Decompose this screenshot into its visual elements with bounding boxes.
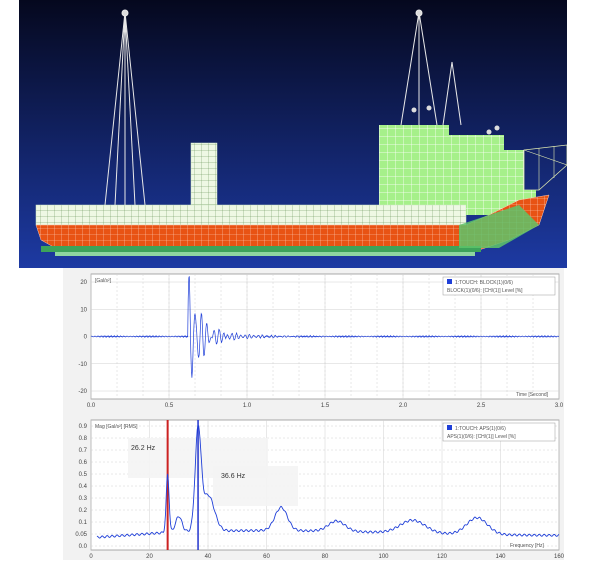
peak-annotation-box-2 [213,466,298,506]
time-xlabel: Time [Second] [516,392,549,398]
freq-ytick-label: 0.2 [79,508,88,514]
freq-legend-sub: APS(1)(0/6): [CH/(1)] Level [%] [447,434,516,440]
freq-xtick-label: 20 [146,554,153,560]
time-xtick-label: 2.5 [477,403,486,409]
freq-ytick-label: 0.05 [75,532,87,538]
time-ytick-label: 10 [80,307,87,313]
freq-legend-label: 1:TOUCH: APS(1)(0/6) [455,426,506,432]
time-ytick-label: 20 [80,280,87,286]
time-ytick-label: 0 [84,335,88,341]
peak2-label: 36.6 Hz [221,473,246,480]
freq-ytick-label: 0.8 [79,436,88,442]
freq-xtick-label: 40 [205,554,212,560]
freq-ytick-label: 0.0 [79,544,88,550]
time-xtick-label: 1.5 [321,403,330,409]
freq-xlabel: Frequency [Hz] [510,543,545,549]
fore-mast [400,9,462,126]
time-signal-line [90,276,560,378]
freq-xtick-label: 0 [89,554,93,560]
freq-xtick-label: 120 [437,554,448,560]
time-history-plot: [Gal/s²] 1:TOUCH: BLOCK(1)(0/6) BLOCK(1)… [63,268,564,413]
freq-ytick-label: 0.7 [79,448,88,454]
measurement-plots: [Gal/s²] 1:TOUCH: BLOCK(1)(0/6) BLOCK(1)… [63,268,564,560]
freq-ytick-label: 0.1 [79,520,88,526]
freq-ytick-label: 0.3 [79,496,88,502]
time-ytick-label: -20 [78,389,87,395]
freq-legend: 1:TOUCH: APS(1)(0/6) APS(1)(0/6): [CH/(1… [442,422,556,442]
peak1-label: 26.2 Hz [131,445,156,452]
time-legend-label: 1:TOUCH: BLOCK(1)(0/6) [455,280,513,286]
freq-ytick-label: 0.4 [79,484,88,490]
ship-fem-model [19,0,568,268]
freq-xtick-label: 140 [495,554,506,560]
time-ylabel: [Gal/s²] [95,278,112,284]
column-structure [190,142,218,206]
time-xtick-label: 1.0 [243,403,252,409]
freq-ytick-label: 0.9 [79,424,88,430]
time-history-chart: [Gal/s²] 1:TOUCH: BLOCK(1)(0/6) BLOCK(1)… [63,268,564,413]
time-ytick-label: -10 [78,362,87,368]
freq-xtick-label: 100 [378,554,389,560]
hull [35,194,550,256]
ship-model-canvas [19,0,568,268]
time-legend-sub: BLOCK(1)(0/6): [CH/(1)] Level [%] [447,288,523,294]
freq-ytick-label: 0.5 [79,472,88,478]
time-xtick-label: 0.0 [87,403,96,409]
time-legend: 1:TOUCH: BLOCK(1)(0/6) BLOCK(1)(0/6): [C… [442,276,556,296]
frequency-spectrum-plot: Mag [Gal/s²] [RMS] 1:TOUCH: APS(1)(0/6) … [63,416,564,560]
time-xtick-label: 3.0 [555,403,564,409]
time-xtick-label: 0.5 [165,403,174,409]
spectrum-line [96,424,560,539]
freq-xtick-label: 60 [263,554,270,560]
time-xtick-label: 2.0 [399,403,408,409]
freq-ylabel: Mag [Gal/s²] [RMS] [95,424,138,430]
freq-xtick-label: 80 [322,554,329,560]
freq-xtick-label: 160 [554,554,564,560]
aft-mast [104,9,146,206]
frequency-spectrum-chart: Mag [Gal/s²] [RMS] 1:TOUCH: APS(1)(0/6) … [63,416,564,560]
freq-ytick-label: 0.6 [79,460,88,466]
